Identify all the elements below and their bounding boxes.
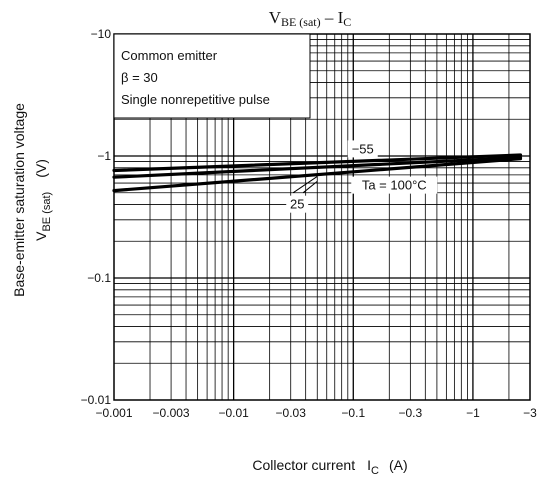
x-tick-label: −0.001 (95, 406, 132, 420)
x-axis-label: Collector current (252, 457, 355, 473)
y-tick-labels: −0.01 −0.1 −1 −10 (81, 27, 112, 407)
chart-title: VBE (sat) – IC (269, 8, 352, 29)
y-tick-label: −1 (97, 149, 111, 163)
curve-label: Ta = 100°C (362, 178, 427, 193)
curve-label: −55 (352, 141, 374, 156)
legend-box: Common emitter β = 30 Single nonrepetiti… (113, 33, 311, 119)
x-tick-label: −0.03 (276, 406, 307, 420)
curve-2 (112, 157, 523, 193)
x-axis-unit: (A) (389, 457, 408, 473)
curves (112, 153, 523, 193)
curve-label-bg (286, 195, 309, 213)
y-axis-unit: (V) (33, 159, 49, 178)
legend-box-frame (113, 33, 311, 119)
y-axis-symbol-sub: BE (sat) (41, 192, 53, 232)
x-tick-label: −0.1 (341, 406, 365, 420)
x-tick-label: −0.01 (218, 406, 249, 420)
x-axis-symbol-sub: C (371, 465, 379, 477)
title-main-sub: BE (sat) (281, 15, 321, 29)
curve-0 (112, 153, 523, 173)
y-axis-symbol: V (33, 231, 49, 241)
y-axis-title: Base-emitter saturation voltage VBE (sat… (11, 103, 53, 297)
x-axis-title: Collector current IC (A) (252, 457, 407, 477)
y-tick-label: −0.1 (87, 271, 111, 285)
leader-line (292, 176, 318, 194)
leader-line (302, 180, 318, 194)
plot-frame (113, 33, 531, 401)
y-axis-label-line2: VBE (sat) (V) (33, 159, 53, 241)
legend-line-1: Common emitter (121, 48, 218, 63)
curve-label-bg (351, 176, 438, 194)
x-tick-label: −0.003 (153, 406, 190, 420)
title-rest-sub: C (343, 15, 351, 29)
y-axis-label-line1: Base-emitter saturation voltage (11, 103, 27, 297)
x-axis-symbol: I (367, 457, 371, 473)
curve-label: 25 (290, 197, 304, 212)
curve-label-bg (347, 140, 378, 158)
y-tick-label: −0.01 (81, 393, 112, 407)
title-main: V (269, 8, 282, 27)
x-tick-label: −0.3 (399, 406, 423, 420)
legend-line-3: Single nonrepetitive pulse (121, 92, 270, 107)
curve-1 (112, 156, 523, 179)
curve-labels: −55 25 Ta = 100°C (286, 140, 438, 213)
legend-line-2: β = 30 (121, 70, 158, 85)
x-tick-labels: −0.001 −0.003 −0.01 −0.03 −0.1 −0.3 −1 −3 (95, 406, 537, 420)
x-tick-label: −1 (466, 406, 480, 420)
x-tick-label: −3 (523, 406, 537, 420)
y-tick-label: −10 (91, 27, 112, 41)
title-rest: – I (321, 8, 344, 27)
plot-area: −55 25 Ta = 100°C Common emitter β = 30 Si… (112, 33, 531, 401)
